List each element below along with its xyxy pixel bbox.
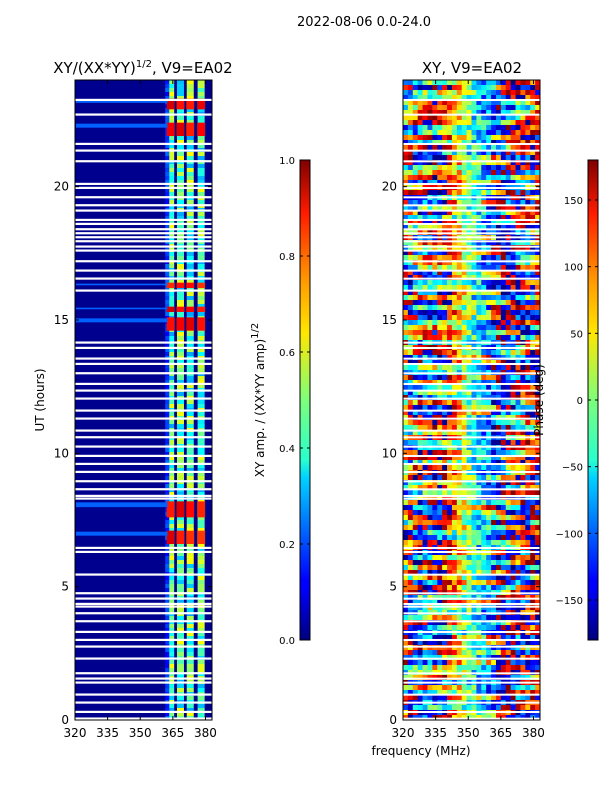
panel1-axes: 320 335 350 365 380 0 5 10 15 20 bbox=[54, 80, 217, 740]
colorbar-tick-label: 0.2 bbox=[279, 540, 295, 551]
colorbar-tick-label: 100 bbox=[564, 263, 583, 274]
y-tick-label: 0 bbox=[389, 713, 397, 727]
y-tick-label: 10 bbox=[382, 446, 397, 460]
colorbar-tick-label: 0.4 bbox=[279, 444, 295, 455]
x-tick-label: 350 bbox=[129, 726, 152, 740]
colorbar-tick-label: 0 bbox=[577, 396, 583, 407]
x-tick-label: 320 bbox=[64, 726, 87, 740]
y-axis-label: UT (hours) bbox=[33, 368, 47, 431]
y-tick-label: 15 bbox=[54, 313, 69, 327]
y-tick-label: 5 bbox=[61, 580, 69, 594]
phase-colorbar-label: Phase (deg) bbox=[532, 364, 546, 436]
colorbar-tick-label: 0.0 bbox=[279, 636, 295, 647]
y-tick-label: 10 bbox=[54, 446, 69, 460]
x-tick-label: 380 bbox=[194, 726, 217, 740]
colorbar-tick-label: 1.0 bbox=[279, 156, 295, 167]
x-tick-label: 335 bbox=[424, 726, 447, 740]
y-tick-label: 0 bbox=[61, 713, 69, 727]
y-tick-label: 20 bbox=[54, 180, 69, 194]
amplitude-colorbar: 0.0 0.2 0.4 0.6 0.8 1.0 XY amp. / (XX*YY amp)… bbox=[250, 156, 311, 647]
x-tick-label: 350 bbox=[457, 726, 480, 740]
phase-heatmap bbox=[402, 79, 541, 721]
colorbar-tick-label: −50 bbox=[562, 463, 583, 474]
x-tick-label: 365 bbox=[489, 726, 512, 740]
colorbar-tick-label: −150 bbox=[556, 596, 583, 607]
x-tick-label: 335 bbox=[96, 726, 119, 740]
amplitude-colorbar-label: XY amp. / (XX*YY amp)1/2 bbox=[250, 323, 267, 478]
panel2-axes: 320 335 350 365 380 0 5 10 15 20 bbox=[382, 80, 545, 740]
x-axis-label: frequency (MHz) bbox=[371, 744, 470, 758]
x-tick-label: 320 bbox=[392, 726, 415, 740]
colorbar-tick-label: 50 bbox=[570, 329, 583, 340]
y-tick-label: 15 bbox=[382, 313, 397, 327]
x-tick-label: 365 bbox=[161, 726, 184, 740]
colorbar-tick-label: 150 bbox=[564, 196, 583, 207]
y-tick-label: 5 bbox=[389, 580, 397, 594]
x-tick-label: 380 bbox=[522, 726, 545, 740]
y-tick-label: 20 bbox=[382, 180, 397, 194]
figure-suptitle: 2022-08-06 0.0-24.0 bbox=[297, 15, 431, 30]
colorbar-tick-label: 0.8 bbox=[279, 252, 295, 263]
phase-colorbar: −150 −100 −50 0 50 100 150 Phase (deg) bbox=[532, 159, 599, 641]
amplitude-ratio-heatmap bbox=[74, 79, 213, 721]
panel2-title: XY, V9=EA02 bbox=[422, 59, 522, 77]
panel1-title: XY/(XX*YY)1/2, V9=EA02 bbox=[53, 59, 232, 77]
colorbar-tick-label: −100 bbox=[556, 529, 583, 540]
colorbar-tick-label: 0.6 bbox=[279, 348, 295, 359]
